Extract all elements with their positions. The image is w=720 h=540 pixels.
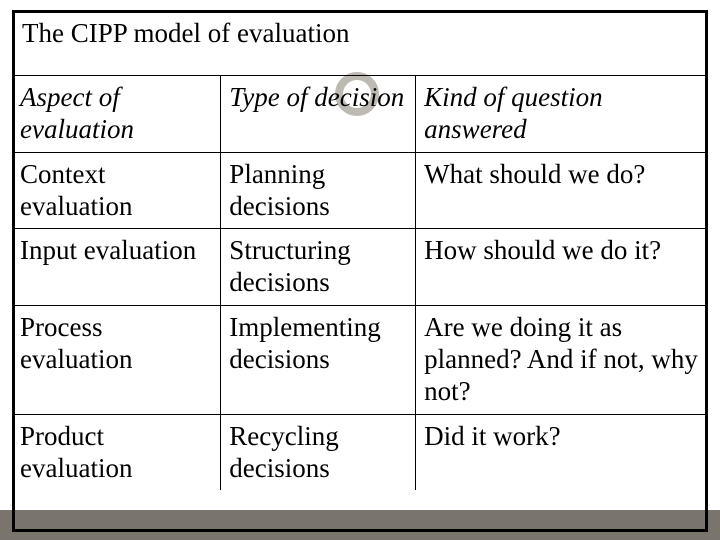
table-header-row: Aspect of evaluation Type of decision Ki… xyxy=(12,76,708,153)
table-cell: Planning decisions xyxy=(221,152,416,229)
table-cell: Context evaluation xyxy=(12,152,221,229)
table-cell: Product evaluation xyxy=(12,414,221,490)
table-header-cell: Kind of question answered xyxy=(416,76,708,153)
table-row: Product evaluation Recycling decisions D… xyxy=(12,414,708,490)
slide-title: The CIPP model of evaluation xyxy=(12,10,708,75)
table-cell: Did it work? xyxy=(416,414,708,490)
table-row: Process evaluation Implementing decision… xyxy=(12,306,708,415)
table-cell: Are we doing it as planned? And if not, … xyxy=(416,306,708,415)
table-header-cell: Aspect of evaluation xyxy=(12,76,221,153)
table-cell: Input evaluation xyxy=(12,229,221,306)
table-header-cell: Type of decision xyxy=(221,76,416,153)
table-cell: Recycling decisions xyxy=(221,414,416,490)
table-cell: What should we do? xyxy=(416,152,708,229)
slide-content: The CIPP model of evaluation Aspect of e… xyxy=(12,10,708,532)
cipp-table: Aspect of evaluation Type of decision Ki… xyxy=(12,75,708,490)
table-row: Context evaluation Planning decisions Wh… xyxy=(12,152,708,229)
table-cell: Structuring decisions xyxy=(221,229,416,306)
table-row: Input evaluation Structuring decisions H… xyxy=(12,229,708,306)
table-cell: How should we do it? xyxy=(416,229,708,306)
table-cell: Process evaluation xyxy=(12,306,221,415)
table-cell: Implementing decisions xyxy=(221,306,416,415)
slide: The CIPP model of evaluation Aspect of e… xyxy=(0,0,720,540)
